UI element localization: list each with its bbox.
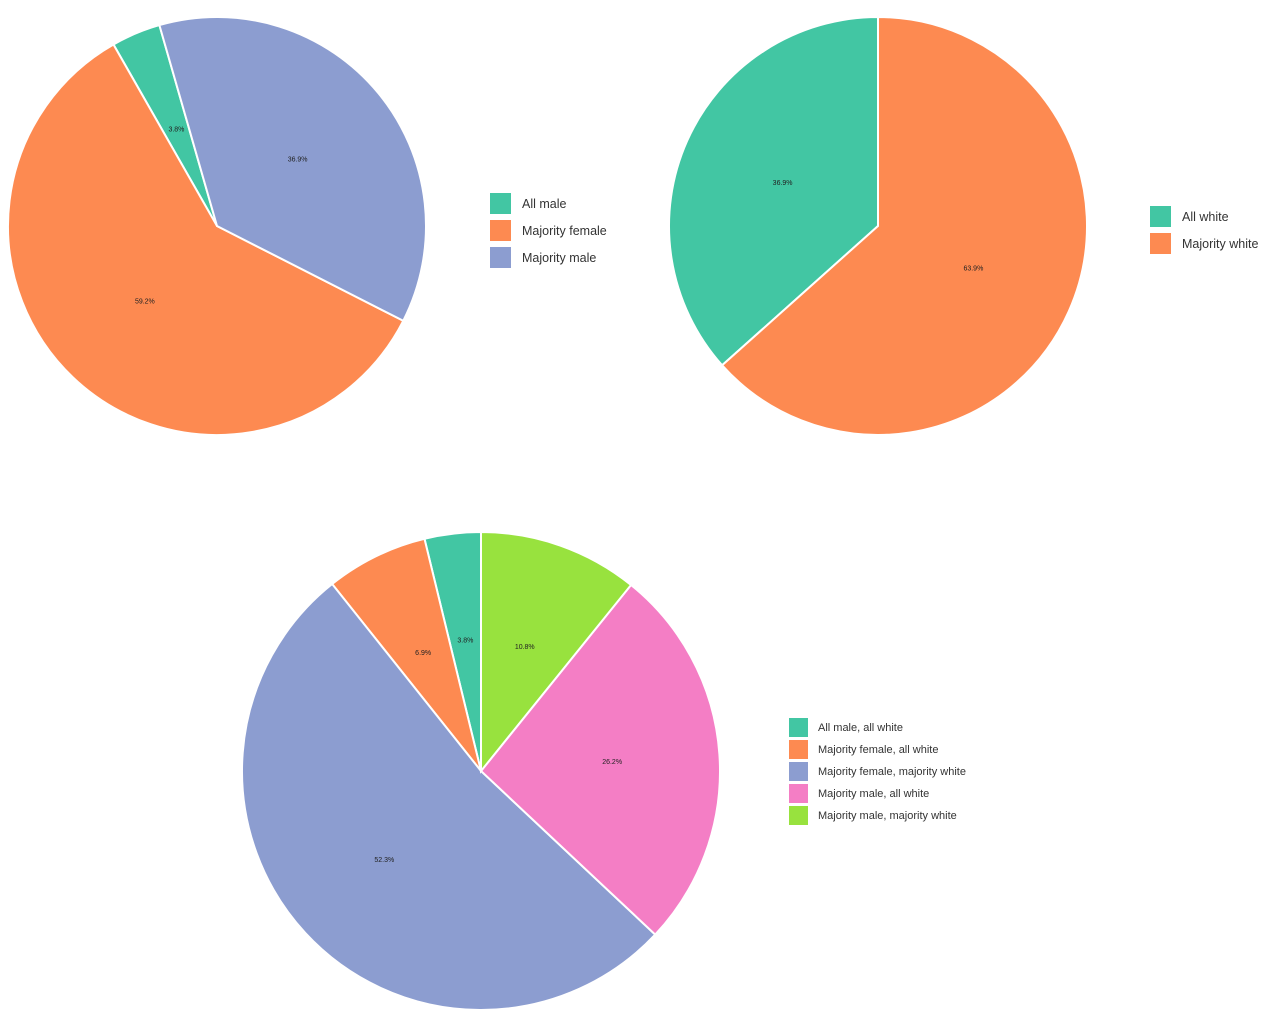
- pie-slice-label-all-white: 36.9%: [773, 180, 793, 187]
- pie-slice-label-majority-female-all-white: 6.9%: [415, 650, 431, 657]
- legend-swatch: [789, 784, 808, 803]
- pie-slice-label-majority-female: 59.2%: [135, 298, 155, 305]
- race-pie-chart: 36.9% 63.9% All white Majority white: [640, 0, 1280, 450]
- legend-item-majority-female: Majority female: [490, 220, 607, 241]
- pie-slice-majority-female: [7, 43, 405, 436]
- race-pie-svg: 36.9% 63.9%: [668, 15, 1088, 436]
- pie-slice-all-white: [668, 15, 879, 367]
- legend-label: Majority female, majority white: [818, 765, 966, 778]
- pie-slice-majority-female-majority-white: [241, 582, 657, 1011]
- legend-item-majority-male-all-white: Majority male, all white: [789, 784, 966, 803]
- legend-swatch: [789, 718, 808, 737]
- pie-slice-label-majority-male-all-white: 26.2%: [602, 759, 622, 766]
- pie-slice-label-majority-white: 63.9%: [963, 266, 983, 273]
- pie-slice-majority-male-all-white: [479, 583, 721, 937]
- legend-label: Majority male, majority white: [818, 809, 957, 822]
- legend-swatch: [789, 762, 808, 781]
- race-legend: All white Majority white: [1150, 206, 1258, 260]
- legend-item-majority-male: Majority male: [490, 247, 607, 268]
- legend-item-majority-female-all-white: Majority female, all white: [789, 740, 966, 759]
- pie-slice-majority-female-all-white: [330, 537, 482, 772]
- gender-race-legend: All male, all white Majority female, all …: [789, 718, 966, 828]
- pie-slice-majority-male-majority-white: [480, 530, 633, 774]
- gender-legend: All male Majority female Majority male: [490, 193, 607, 274]
- legend-swatch: [490, 193, 511, 214]
- gender-pie-chart: 3.8% 59.2% 36.9% All male Majority female Ma…: [0, 0, 640, 450]
- pie-slice-label-all-male-all-white: 3.8%: [457, 637, 473, 644]
- pie-slice-label-majority-male-majority-white: 10.8%: [515, 644, 535, 651]
- legend-label: Majority male: [522, 250, 597, 265]
- legend-item-all-male: All male: [490, 193, 607, 214]
- legend-label: All male, all white: [818, 721, 903, 734]
- legend-label: Majority female, all white: [818, 743, 939, 756]
- pie-slice-majority-white: [720, 15, 1088, 436]
- legend-label: All male: [522, 196, 567, 211]
- pie-slice-label-all-male: 3.8%: [168, 127, 184, 134]
- legend-swatch: [789, 740, 808, 759]
- legend-item-all-white: All white: [1150, 206, 1258, 227]
- pie-slice-majority-male: [158, 16, 427, 323]
- pie-slice-label-majority-female-majority-white: 52.3%: [374, 857, 394, 864]
- legend-swatch: [1150, 233, 1171, 254]
- legend-item-majority-white: Majority white: [1150, 233, 1258, 254]
- legend-label: Majority white: [1182, 236, 1259, 251]
- legend-swatch: [490, 247, 511, 268]
- gender-race-pie-chart: 3.8% 6.9% 52.3% 26.2% 10.8% All male, all wh…: [220, 520, 1020, 1020]
- gender-pie-svg: 3.8% 59.2% 36.9%: [7, 16, 427, 436]
- legend-item-majority-male-majority-white: Majority male, majority white: [789, 806, 966, 825]
- legend-item-all-male-all-white: All male, all white: [789, 718, 966, 737]
- legend-label: Majority male, all white: [818, 787, 930, 800]
- legend-label: Majority female: [522, 223, 607, 238]
- pie-slice-label-majority-male: 36.9%: [288, 156, 308, 163]
- legend-swatch: [789, 806, 808, 825]
- legend-swatch: [490, 220, 511, 241]
- legend-item-majority-female-majority-white: Majority female, majority white: [789, 762, 966, 781]
- legend-label: All white: [1182, 209, 1229, 224]
- legend-swatch: [1150, 206, 1171, 227]
- gender-race-pie-svg: 3.8% 6.9% 52.3% 26.2% 10.8%: [241, 530, 721, 1011]
